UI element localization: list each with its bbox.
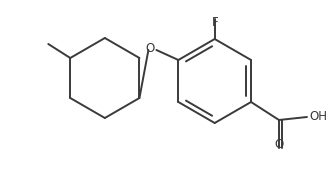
- Text: OH: OH: [309, 111, 327, 124]
- Text: F: F: [211, 16, 218, 29]
- Text: O: O: [145, 42, 154, 55]
- Text: O: O: [274, 138, 284, 151]
